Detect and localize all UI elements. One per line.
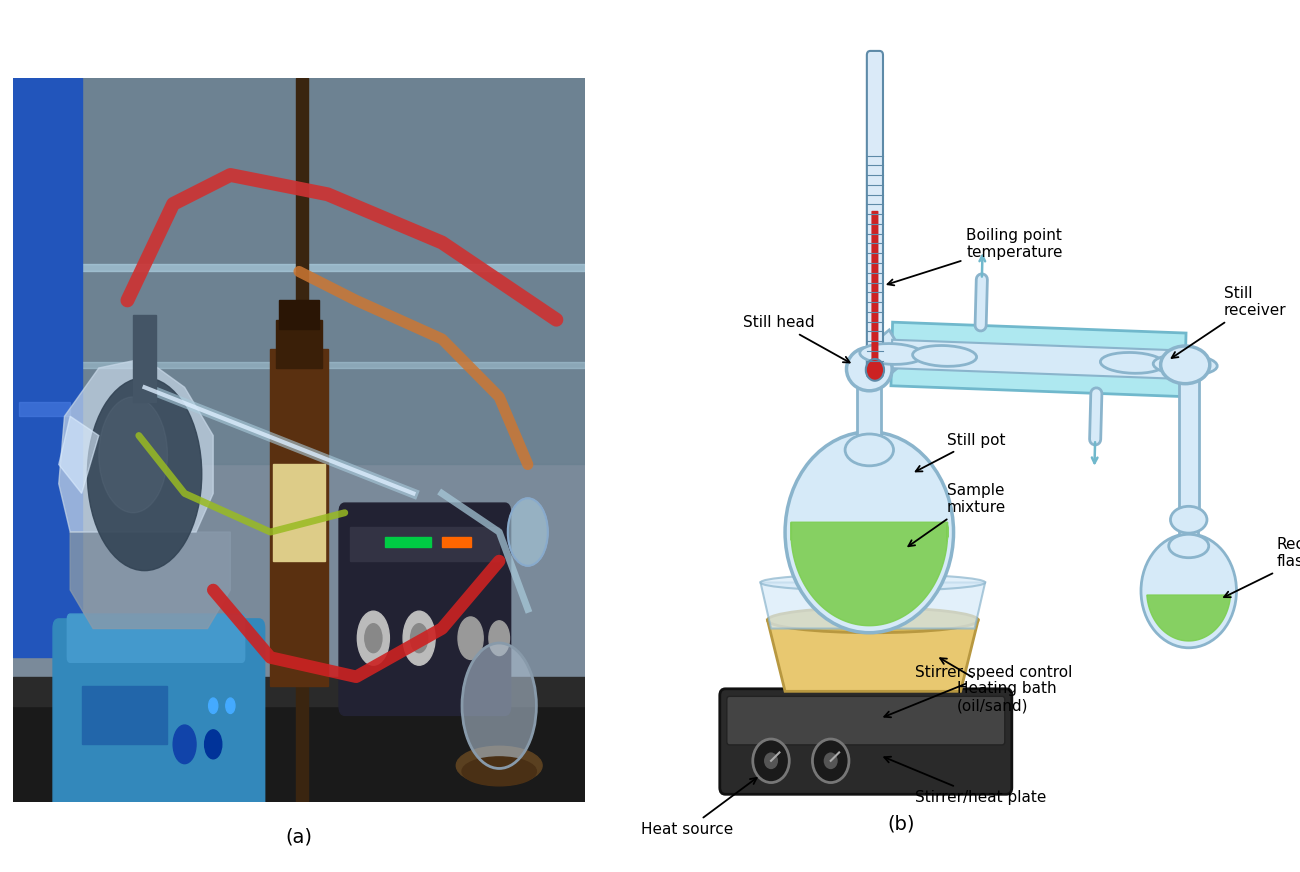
Bar — [280, 301, 318, 330]
Ellipse shape — [1169, 535, 1209, 558]
FancyBboxPatch shape — [53, 619, 265, 812]
Bar — [270, 349, 328, 686]
Circle shape — [866, 359, 884, 381]
Polygon shape — [70, 532, 230, 629]
Bar — [18, 402, 70, 416]
Bar — [13, 78, 585, 465]
Polygon shape — [58, 416, 99, 494]
FancyBboxPatch shape — [871, 211, 879, 371]
Text: (b): (b) — [887, 814, 915, 834]
Circle shape — [824, 753, 837, 769]
Circle shape — [753, 739, 789, 782]
Circle shape — [785, 432, 954, 633]
Circle shape — [403, 611, 436, 665]
Text: Still head: Still head — [744, 316, 850, 363]
Ellipse shape — [1153, 354, 1217, 375]
Circle shape — [365, 623, 382, 652]
FancyBboxPatch shape — [68, 614, 244, 663]
Bar — [442, 537, 471, 547]
Circle shape — [1141, 534, 1236, 648]
FancyBboxPatch shape — [720, 689, 1011, 794]
Ellipse shape — [1161, 346, 1210, 384]
Circle shape — [208, 698, 218, 713]
FancyBboxPatch shape — [867, 51, 883, 378]
Text: Heating bath
(oil/sand): Heating bath (oil/sand) — [940, 658, 1057, 714]
Text: Heat source: Heat source — [641, 778, 757, 837]
Ellipse shape — [845, 434, 893, 466]
Circle shape — [458, 617, 484, 659]
Text: (a): (a) — [286, 828, 312, 847]
Circle shape — [358, 611, 390, 665]
Polygon shape — [861, 330, 907, 385]
Circle shape — [411, 623, 428, 652]
Bar — [1179, 364, 1199, 520]
Polygon shape — [58, 358, 213, 532]
Bar — [1179, 520, 1199, 551]
Bar — [858, 369, 881, 460]
Ellipse shape — [767, 608, 978, 633]
Ellipse shape — [456, 746, 542, 785]
Bar — [13, 686, 585, 802]
Bar — [276, 320, 322, 368]
FancyBboxPatch shape — [339, 503, 511, 715]
Ellipse shape — [760, 574, 985, 591]
Circle shape — [508, 498, 547, 566]
FancyBboxPatch shape — [727, 697, 1005, 745]
Circle shape — [764, 753, 777, 769]
Text: Stirrer/heat plate: Stirrer/heat plate — [884, 757, 1046, 805]
Polygon shape — [892, 340, 1186, 379]
Circle shape — [489, 621, 510, 656]
Text: Boiling point
temperature: Boiling point temperature — [888, 228, 1062, 285]
Circle shape — [204, 730, 222, 759]
Circle shape — [462, 643, 537, 768]
Polygon shape — [760, 582, 985, 629]
Ellipse shape — [462, 757, 537, 786]
Polygon shape — [767, 620, 978, 691]
Polygon shape — [891, 322, 1186, 397]
Ellipse shape — [1100, 352, 1165, 373]
Bar — [13, 263, 585, 271]
Bar — [351, 528, 499, 561]
Circle shape — [812, 739, 849, 782]
Text: Still pot: Still pot — [915, 433, 1005, 472]
Ellipse shape — [859, 344, 924, 364]
Circle shape — [99, 397, 168, 513]
Bar — [13, 78, 82, 657]
Circle shape — [226, 698, 235, 713]
Ellipse shape — [846, 347, 892, 391]
Bar — [82, 686, 168, 745]
Text: Stirrer speed control: Stirrer speed control — [884, 665, 1072, 718]
Bar — [13, 362, 585, 368]
Bar — [385, 537, 430, 547]
Bar — [273, 465, 325, 561]
Ellipse shape — [1170, 507, 1206, 533]
Polygon shape — [790, 522, 948, 626]
Text: Sample
mixture: Sample mixture — [909, 482, 1006, 546]
Polygon shape — [1147, 595, 1231, 641]
Bar — [296, 78, 308, 802]
Circle shape — [87, 378, 202, 570]
Bar — [133, 315, 156, 402]
Text: Receiving
flask: Receiving flask — [1225, 537, 1300, 597]
Text: Still
receiver: Still receiver — [1171, 286, 1287, 358]
Ellipse shape — [913, 345, 976, 366]
Circle shape — [173, 725, 196, 764]
Bar — [13, 677, 585, 705]
